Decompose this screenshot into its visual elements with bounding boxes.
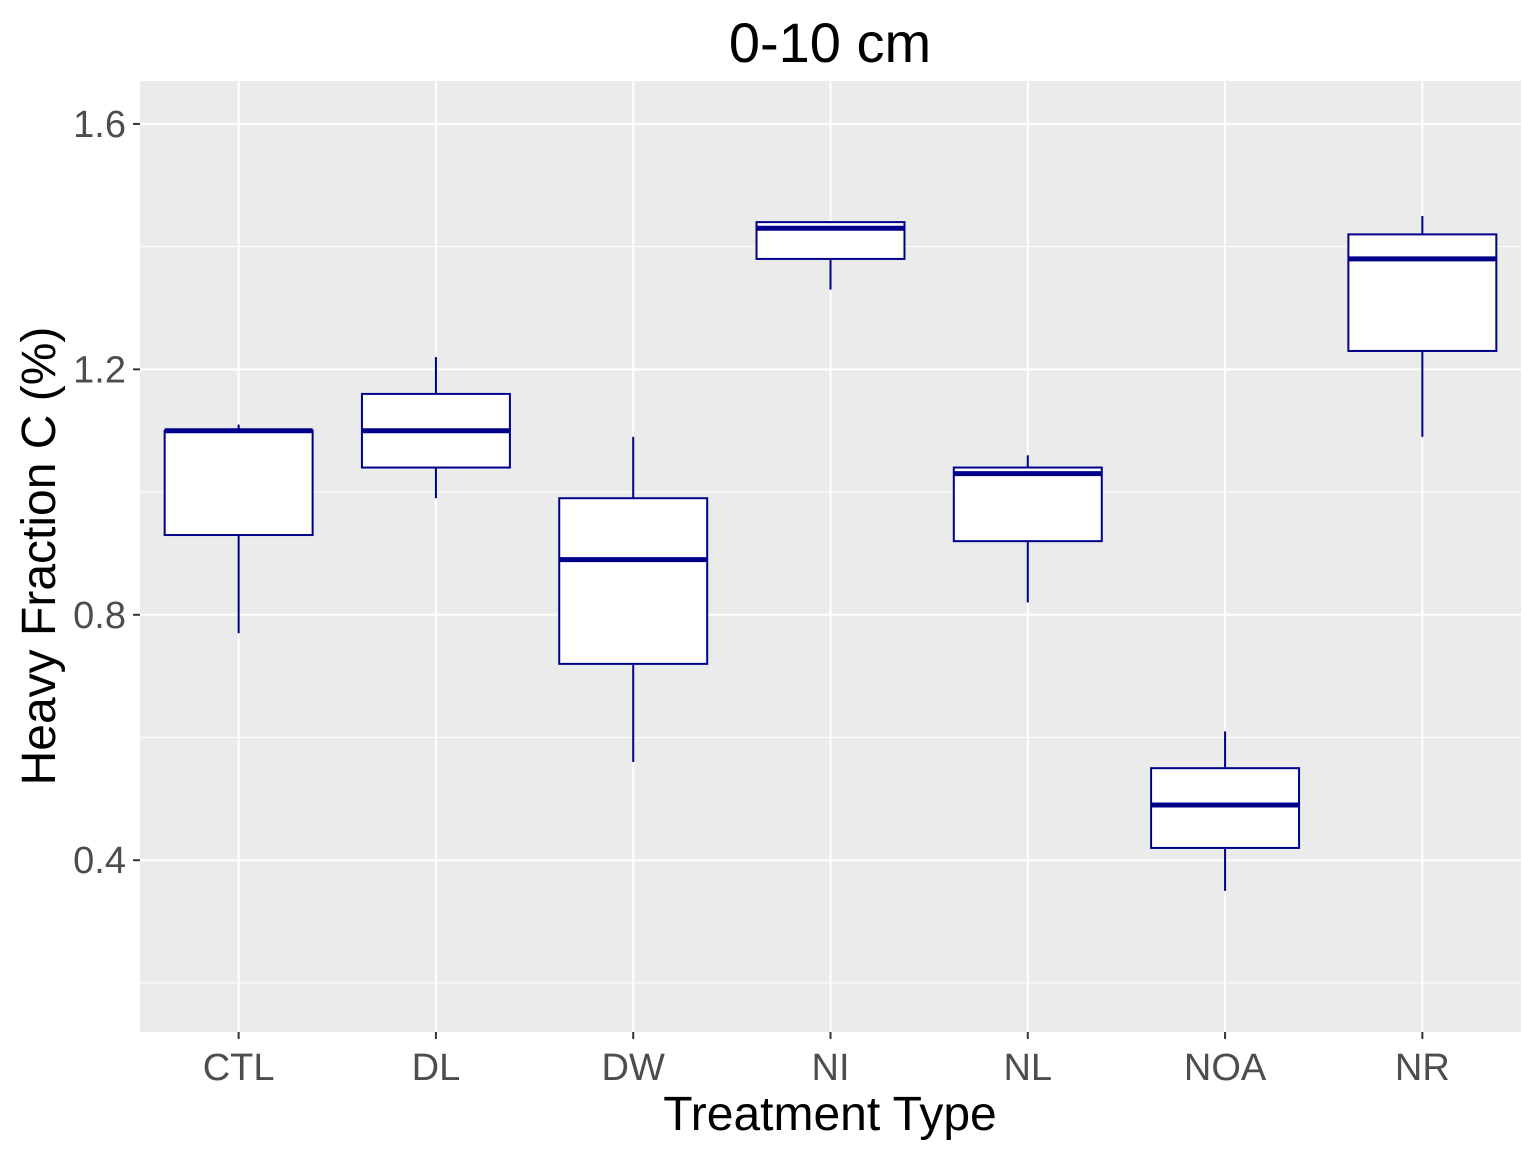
box	[1347, 233, 1498, 352]
x-axis-title: Treatment Type	[663, 1088, 997, 1141]
x-tick-label: NOA	[1184, 1047, 1267, 1089]
boxplot-nl	[952, 455, 1103, 603]
x-axis: CTL DL DW NI NL NOA NR	[203, 1032, 1450, 1089]
box	[1150, 767, 1301, 849]
x-tick-label: NL	[1003, 1047, 1052, 1089]
box	[558, 497, 709, 665]
x-tick-label: DL	[412, 1047, 461, 1089]
y-tick-label: 1.2	[73, 349, 126, 391]
y-tick-label: 0.4	[73, 840, 126, 882]
x-tick-label: DW	[602, 1047, 665, 1089]
boxplots	[163, 215, 1498, 891]
boxplot-nr	[1347, 215, 1498, 437]
boxplot-dw	[558, 436, 709, 763]
x-tick-label: CTL	[203, 1047, 275, 1089]
x-tick-label: NR	[1395, 1047, 1450, 1089]
y-tick-label: 0.8	[73, 595, 126, 637]
box	[163, 429, 314, 537]
y-axis-title: Heavy Fraction C (%)	[13, 327, 66, 786]
boxplot-dl	[360, 357, 511, 499]
boxplot-ctl	[163, 424, 314, 634]
chart-title: 0-10 cm	[729, 11, 931, 74]
y-axis: 0.4 0.8 1.2 1.6	[73, 104, 140, 882]
boxplot-ni	[755, 221, 906, 290]
box	[952, 466, 1103, 543]
y-tick-label: 1.6	[73, 104, 126, 146]
x-tick-label: NI	[812, 1047, 850, 1089]
boxplot-noa	[1150, 731, 1301, 891]
